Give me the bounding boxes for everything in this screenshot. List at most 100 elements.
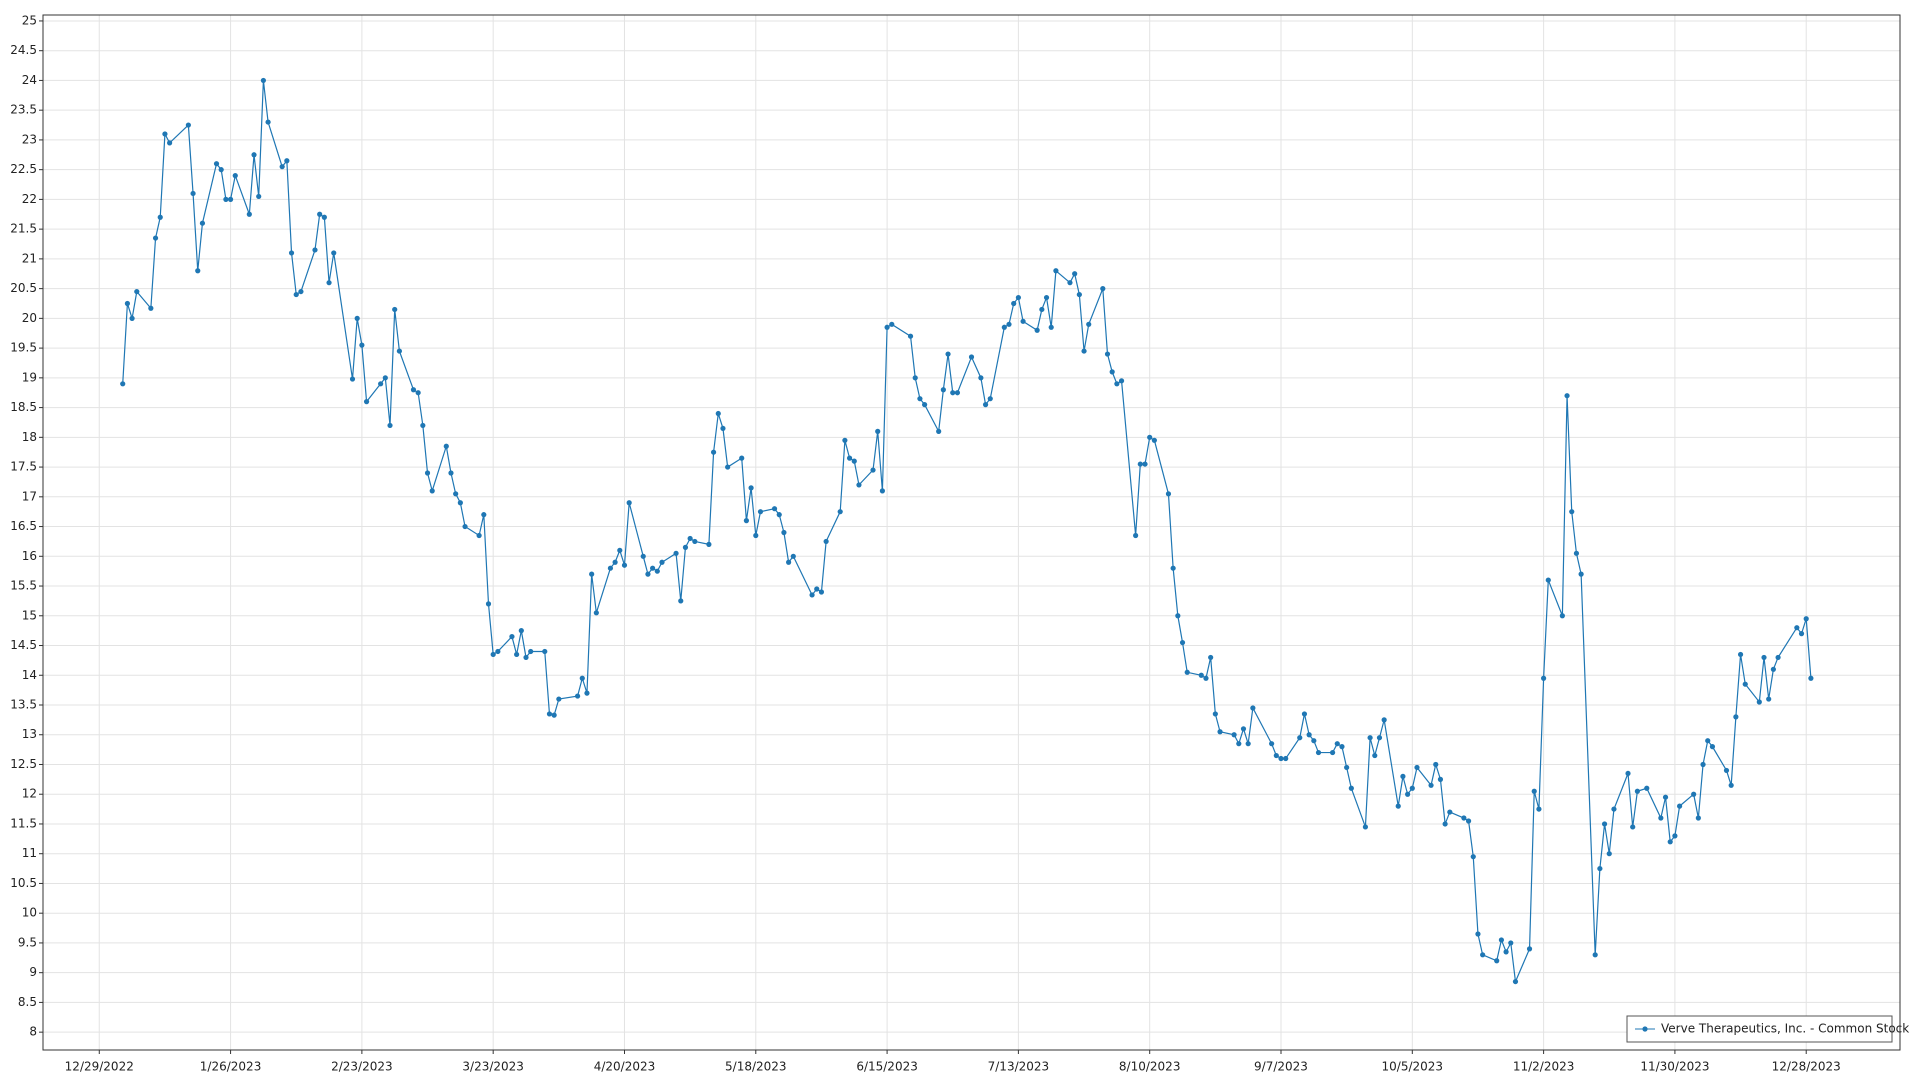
point (889, 321, 895, 327)
point (1475, 931, 1481, 937)
point (1723, 767, 1730, 774)
x-tick-label: 10/5/2023 (1382, 1060, 1444, 1074)
point (1020, 318, 1026, 324)
point (678, 598, 684, 604)
point (279, 164, 285, 170)
y-tick-label: 19.5 (10, 341, 37, 355)
y-tick-label: 20 (22, 311, 37, 325)
point (1039, 306, 1045, 313)
point (284, 158, 290, 164)
point (1700, 761, 1706, 768)
point (518, 628, 524, 634)
point (424, 470, 431, 476)
point (593, 610, 599, 616)
point (1109, 369, 1115, 375)
point (574, 693, 581, 699)
point (725, 464, 731, 470)
point (1503, 949, 1509, 955)
point (771, 506, 778, 512)
point (1217, 729, 1223, 735)
point (617, 547, 623, 553)
point (1236, 741, 1242, 747)
y-tick-label: 16 (22, 549, 37, 563)
point (612, 559, 618, 565)
point (851, 458, 857, 464)
point (626, 500, 632, 506)
point (1381, 717, 1387, 723)
point (818, 589, 825, 595)
point (842, 437, 848, 443)
point (1761, 654, 1767, 661)
point (157, 214, 163, 220)
point (682, 544, 689, 550)
point (1541, 675, 1547, 681)
point (589, 571, 595, 577)
point (875, 428, 881, 434)
point (1625, 770, 1631, 777)
point (429, 488, 435, 494)
point (124, 300, 131, 307)
point (312, 247, 318, 253)
point (1442, 821, 1448, 827)
x-tick-label: 7/13/2023 (988, 1060, 1050, 1074)
point (382, 375, 388, 381)
point (1011, 300, 1017, 307)
y-tick-label: 22.5 (10, 162, 37, 176)
point (1691, 791, 1697, 797)
point (1578, 571, 1584, 577)
point (1433, 761, 1439, 768)
point (1409, 785, 1415, 791)
point (1118, 378, 1125, 384)
point (551, 712, 557, 718)
point (546, 711, 553, 717)
point (1803, 616, 1809, 622)
point (167, 140, 173, 146)
x-tick-label: 12/29/2022 (65, 1060, 134, 1074)
point (392, 306, 398, 313)
point (743, 518, 750, 524)
y-tick-label: 18 (22, 430, 37, 444)
y-tick-label: 20.5 (10, 281, 37, 295)
point (1770, 666, 1776, 672)
point (1630, 824, 1636, 830)
point (1512, 978, 1519, 985)
point (710, 449, 717, 455)
point (1569, 509, 1575, 515)
point (1494, 958, 1500, 964)
point (1348, 785, 1354, 791)
point (987, 396, 993, 402)
point (317, 211, 323, 217)
point (227, 196, 234, 202)
point (523, 654, 529, 661)
point (1273, 752, 1279, 759)
point (1034, 327, 1040, 333)
point (1301, 711, 1308, 717)
point (1634, 788, 1640, 794)
x-tick-label: 6/15/2023 (856, 1060, 918, 1074)
x-tick-label: 11/30/2023 (1640, 1060, 1709, 1074)
point (1306, 732, 1312, 738)
point (781, 529, 787, 536)
point (1297, 735, 1303, 741)
point (1151, 437, 1157, 443)
point (481, 512, 487, 518)
point (1329, 749, 1336, 756)
point (199, 220, 206, 226)
point (1315, 749, 1322, 756)
point (1367, 735, 1373, 741)
point (349, 376, 356, 382)
point (706, 541, 712, 547)
point (1531, 788, 1537, 794)
point (387, 422, 393, 429)
x-tick-label: 3/23/2023 (462, 1060, 524, 1074)
point (190, 190, 196, 197)
point (786, 559, 792, 565)
point (298, 288, 304, 295)
point (1339, 744, 1345, 750)
point (1344, 764, 1350, 771)
legend-label: Verve Therapeutics, Inc. - Common Stock (1661, 1022, 1909, 1036)
point (1742, 681, 1748, 687)
point (1072, 271, 1078, 277)
point (1311, 738, 1317, 744)
point (1100, 286, 1106, 292)
